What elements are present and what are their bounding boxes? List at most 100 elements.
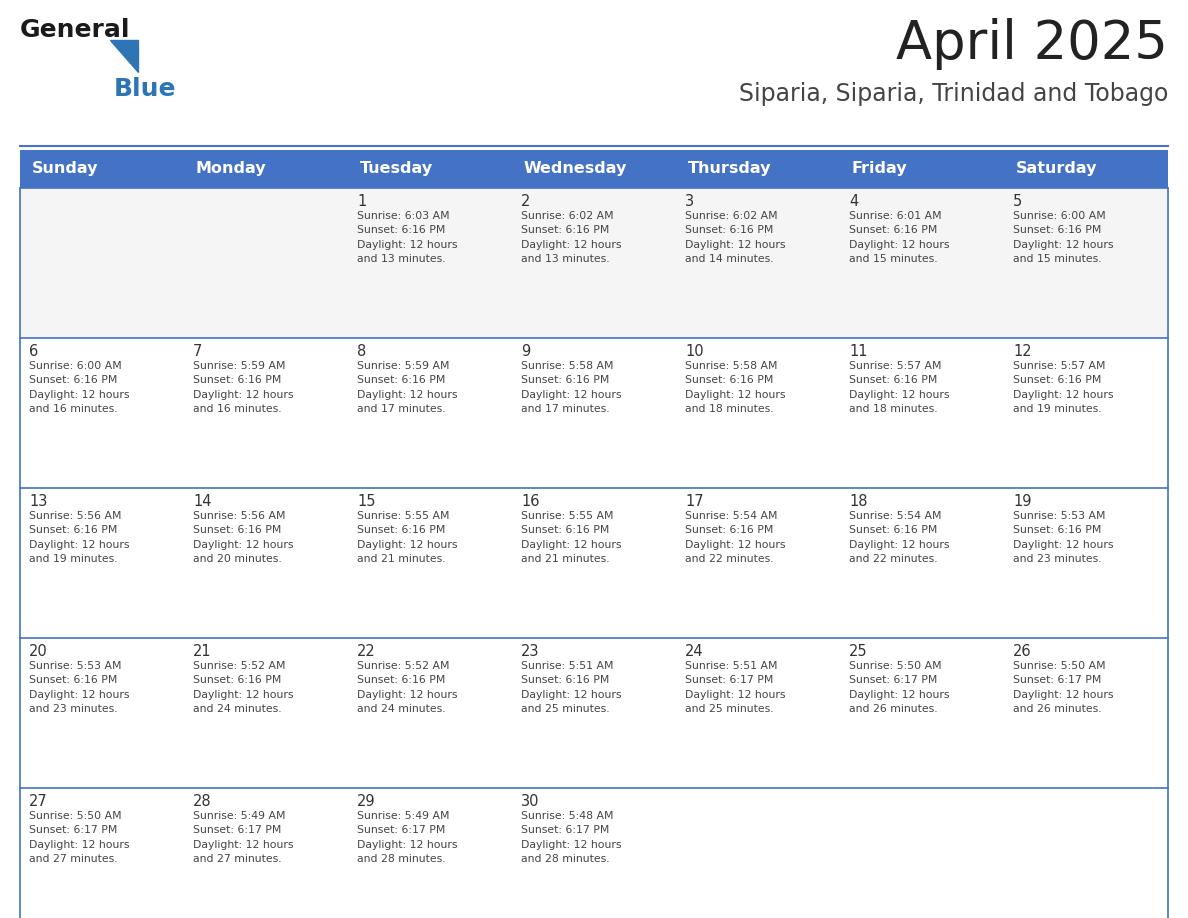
Bar — [512, 788, 676, 918]
Bar — [20, 338, 184, 488]
Text: 23: 23 — [522, 644, 539, 659]
Bar — [348, 788, 512, 918]
Bar — [840, 488, 1004, 638]
Text: 4: 4 — [849, 194, 858, 209]
Text: Sunday: Sunday — [31, 162, 97, 176]
Bar — [348, 638, 512, 788]
Text: 30: 30 — [522, 794, 539, 809]
Text: Sunrise: 5:51 AM
Sunset: 6:16 PM
Daylight: 12 hours
and 25 minutes.: Sunrise: 5:51 AM Sunset: 6:16 PM Dayligh… — [522, 661, 621, 714]
Text: Sunrise: 6:01 AM
Sunset: 6:16 PM
Daylight: 12 hours
and 15 minutes.: Sunrise: 6:01 AM Sunset: 6:16 PM Dayligh… — [849, 211, 949, 264]
Text: Friday: Friday — [852, 162, 908, 176]
Bar — [840, 788, 1004, 918]
Text: Sunrise: 5:52 AM
Sunset: 6:16 PM
Daylight: 12 hours
and 24 minutes.: Sunrise: 5:52 AM Sunset: 6:16 PM Dayligh… — [192, 661, 293, 714]
Text: 15: 15 — [358, 494, 375, 509]
Text: 2: 2 — [522, 194, 530, 209]
Text: Sunrise: 5:48 AM
Sunset: 6:17 PM
Daylight: 12 hours
and 28 minutes.: Sunrise: 5:48 AM Sunset: 6:17 PM Dayligh… — [522, 811, 621, 864]
Text: Sunrise: 5:59 AM
Sunset: 6:16 PM
Daylight: 12 hours
and 17 minutes.: Sunrise: 5:59 AM Sunset: 6:16 PM Dayligh… — [358, 361, 457, 414]
Text: 10: 10 — [685, 344, 703, 359]
Bar — [20, 188, 184, 338]
Text: Sunrise: 5:54 AM
Sunset: 6:16 PM
Daylight: 12 hours
and 22 minutes.: Sunrise: 5:54 AM Sunset: 6:16 PM Dayligh… — [685, 511, 785, 565]
Text: Monday: Monday — [196, 162, 266, 176]
Text: Sunrise: 5:58 AM
Sunset: 6:16 PM
Daylight: 12 hours
and 18 minutes.: Sunrise: 5:58 AM Sunset: 6:16 PM Dayligh… — [685, 361, 785, 414]
Bar — [676, 338, 840, 488]
Bar — [348, 150, 512, 188]
Text: Sunrise: 6:03 AM
Sunset: 6:16 PM
Daylight: 12 hours
and 13 minutes.: Sunrise: 6:03 AM Sunset: 6:16 PM Dayligh… — [358, 211, 457, 264]
Bar — [348, 188, 512, 338]
Text: 22: 22 — [358, 644, 375, 659]
Bar — [1004, 638, 1168, 788]
Text: 9: 9 — [522, 344, 530, 359]
Bar — [184, 788, 348, 918]
Bar — [184, 638, 348, 788]
Text: 6: 6 — [29, 344, 38, 359]
Bar — [676, 488, 840, 638]
Text: Sunrise: 5:53 AM
Sunset: 6:16 PM
Daylight: 12 hours
and 23 minutes.: Sunrise: 5:53 AM Sunset: 6:16 PM Dayligh… — [29, 661, 129, 714]
Text: 5: 5 — [1013, 194, 1022, 209]
Bar — [184, 338, 348, 488]
Text: Sunrise: 5:50 AM
Sunset: 6:17 PM
Daylight: 12 hours
and 27 minutes.: Sunrise: 5:50 AM Sunset: 6:17 PM Dayligh… — [29, 811, 129, 864]
Bar — [20, 488, 184, 638]
Text: Sunrise: 5:50 AM
Sunset: 6:17 PM
Daylight: 12 hours
and 26 minutes.: Sunrise: 5:50 AM Sunset: 6:17 PM Dayligh… — [1013, 661, 1113, 714]
Text: 25: 25 — [849, 644, 867, 659]
Bar — [676, 638, 840, 788]
Text: Sunrise: 6:02 AM
Sunset: 6:16 PM
Daylight: 12 hours
and 13 minutes.: Sunrise: 6:02 AM Sunset: 6:16 PM Dayligh… — [522, 211, 621, 264]
Text: Sunrise: 5:50 AM
Sunset: 6:17 PM
Daylight: 12 hours
and 26 minutes.: Sunrise: 5:50 AM Sunset: 6:17 PM Dayligh… — [849, 661, 949, 714]
Bar — [676, 150, 840, 188]
Text: Sunrise: 5:57 AM
Sunset: 6:16 PM
Daylight: 12 hours
and 18 minutes.: Sunrise: 5:57 AM Sunset: 6:16 PM Dayligh… — [849, 361, 949, 414]
Bar — [840, 638, 1004, 788]
Text: 27: 27 — [29, 794, 48, 809]
Text: Sunrise: 5:56 AM
Sunset: 6:16 PM
Daylight: 12 hours
and 19 minutes.: Sunrise: 5:56 AM Sunset: 6:16 PM Dayligh… — [29, 511, 129, 565]
Text: Sunrise: 5:55 AM
Sunset: 6:16 PM
Daylight: 12 hours
and 21 minutes.: Sunrise: 5:55 AM Sunset: 6:16 PM Dayligh… — [522, 511, 621, 565]
Text: Sunrise: 6:02 AM
Sunset: 6:16 PM
Daylight: 12 hours
and 14 minutes.: Sunrise: 6:02 AM Sunset: 6:16 PM Dayligh… — [685, 211, 785, 264]
Bar — [1004, 150, 1168, 188]
Bar — [676, 788, 840, 918]
Text: 17: 17 — [685, 494, 703, 509]
Text: Sunrise: 5:55 AM
Sunset: 6:16 PM
Daylight: 12 hours
and 21 minutes.: Sunrise: 5:55 AM Sunset: 6:16 PM Dayligh… — [358, 511, 457, 565]
Bar — [184, 488, 348, 638]
Text: Tuesday: Tuesday — [360, 162, 432, 176]
Text: Sunrise: 6:00 AM
Sunset: 6:16 PM
Daylight: 12 hours
and 16 minutes.: Sunrise: 6:00 AM Sunset: 6:16 PM Dayligh… — [29, 361, 129, 414]
Text: 11: 11 — [849, 344, 867, 359]
Text: Saturday: Saturday — [1016, 162, 1097, 176]
Bar — [348, 338, 512, 488]
Text: Siparia, Siparia, Trinidad and Tobago: Siparia, Siparia, Trinidad and Tobago — [739, 82, 1168, 106]
Bar — [840, 338, 1004, 488]
Text: 13: 13 — [29, 494, 48, 509]
Bar — [1004, 338, 1168, 488]
Bar — [512, 188, 676, 338]
Bar — [20, 788, 184, 918]
Text: 12: 12 — [1013, 344, 1031, 359]
Text: 14: 14 — [192, 494, 211, 509]
Text: 18: 18 — [849, 494, 867, 509]
Bar — [840, 188, 1004, 338]
Text: Sunrise: 6:00 AM
Sunset: 6:16 PM
Daylight: 12 hours
and 15 minutes.: Sunrise: 6:00 AM Sunset: 6:16 PM Dayligh… — [1013, 211, 1113, 264]
Text: 24: 24 — [685, 644, 703, 659]
Bar — [1004, 488, 1168, 638]
Text: Sunrise: 5:57 AM
Sunset: 6:16 PM
Daylight: 12 hours
and 19 minutes.: Sunrise: 5:57 AM Sunset: 6:16 PM Dayligh… — [1013, 361, 1113, 414]
Bar — [512, 488, 676, 638]
Bar — [512, 338, 676, 488]
Text: Sunrise: 5:49 AM
Sunset: 6:17 PM
Daylight: 12 hours
and 28 minutes.: Sunrise: 5:49 AM Sunset: 6:17 PM Dayligh… — [358, 811, 457, 864]
Text: Thursday: Thursday — [688, 162, 771, 176]
Text: Sunrise: 5:58 AM
Sunset: 6:16 PM
Daylight: 12 hours
and 17 minutes.: Sunrise: 5:58 AM Sunset: 6:16 PM Dayligh… — [522, 361, 621, 414]
Text: Blue: Blue — [114, 77, 177, 101]
Bar — [1004, 188, 1168, 338]
Text: April 2025: April 2025 — [896, 18, 1168, 70]
Text: 8: 8 — [358, 344, 366, 359]
Text: Wednesday: Wednesday — [524, 162, 627, 176]
Text: 1: 1 — [358, 194, 366, 209]
Bar — [20, 150, 184, 188]
Bar — [676, 188, 840, 338]
Text: 28: 28 — [192, 794, 211, 809]
Text: Sunrise: 5:59 AM
Sunset: 6:16 PM
Daylight: 12 hours
and 16 minutes.: Sunrise: 5:59 AM Sunset: 6:16 PM Dayligh… — [192, 361, 293, 414]
Bar — [184, 188, 348, 338]
Text: 21: 21 — [192, 644, 211, 659]
Polygon shape — [110, 40, 138, 72]
Text: Sunrise: 5:51 AM
Sunset: 6:17 PM
Daylight: 12 hours
and 25 minutes.: Sunrise: 5:51 AM Sunset: 6:17 PM Dayligh… — [685, 661, 785, 714]
Bar — [512, 150, 676, 188]
Text: Sunrise: 5:53 AM
Sunset: 6:16 PM
Daylight: 12 hours
and 23 minutes.: Sunrise: 5:53 AM Sunset: 6:16 PM Dayligh… — [1013, 511, 1113, 565]
Text: General: General — [20, 18, 131, 42]
Text: 16: 16 — [522, 494, 539, 509]
Text: 7: 7 — [192, 344, 202, 359]
Text: Sunrise: 5:54 AM
Sunset: 6:16 PM
Daylight: 12 hours
and 22 minutes.: Sunrise: 5:54 AM Sunset: 6:16 PM Dayligh… — [849, 511, 949, 565]
